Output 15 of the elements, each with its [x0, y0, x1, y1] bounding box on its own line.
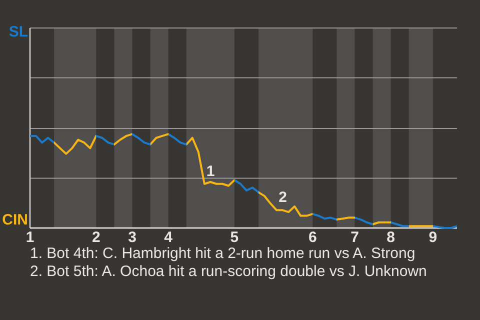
text: 2. Bot 5th: A. Ochoa hit a run-scoring double vs J. Unknown — [30, 263, 427, 280]
text: SL — [8, 24, 28, 40]
x-tick-label: 4 — [164, 229, 174, 246]
x-tick-label: 8 — [386, 229, 396, 246]
x-tick-label: 3 — [128, 229, 136, 246]
text: 1. Bot 4th: C. Hambright hit a 2-run home run vs A. Strong — [30, 245, 416, 262]
x-tick-label: 7 — [350, 229, 359, 246]
text: CIN — [2, 212, 28, 228]
x-tick-label: 9 — [428, 229, 438, 246]
x-tick-label: 6 — [308, 229, 317, 246]
x-tick-label: 5 — [230, 229, 239, 246]
annotation: 2 — [278, 189, 287, 206]
x-tick-label: 1 — [26, 229, 34, 246]
x-tick-label: 2 — [92, 229, 100, 246]
annotation: 1 — [206, 162, 215, 180]
